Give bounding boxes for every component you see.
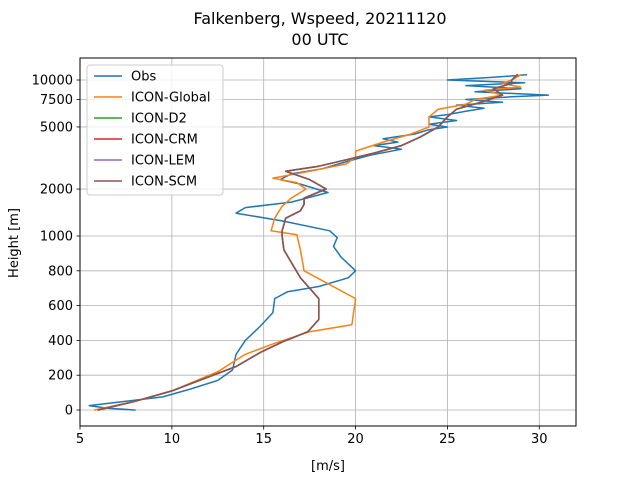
legend-label-icon-crm: ICON-CRM xyxy=(131,133,198,148)
y-tick-label: 400 xyxy=(48,334,73,349)
x-tick-label: 10 xyxy=(164,432,181,447)
y-tick-label: 600 xyxy=(48,299,73,314)
legend-label-icon-lem: ICON-LEM xyxy=(131,154,195,169)
y-tick-label: 200 xyxy=(48,369,73,384)
y-tick-label: 0 xyxy=(65,404,73,419)
y-tick-label: 7500 xyxy=(40,93,73,108)
axis-ticks: 5 10 15 20 25 30 0 200 400 600 800 1000 2000 5000 7500… xyxy=(32,74,548,448)
y-tick-label: 800 xyxy=(48,264,73,279)
x-tick-label: 25 xyxy=(439,432,456,447)
legend-label-icon-scm: ICON-SCM xyxy=(131,175,197,190)
y-tick-label: 10000 xyxy=(32,74,73,89)
y-axis-label: Height [m] xyxy=(7,208,22,278)
x-tick-label: 20 xyxy=(347,432,364,447)
legend-label-icon-d2: ICON-D2 xyxy=(131,112,187,127)
legend-label-icon-global: ICON-Global xyxy=(131,91,211,106)
grid xyxy=(79,58,576,426)
legend: Obs ICON-Global ICON-D2 ICON-CRM ICON-LEM ICO… xyxy=(86,64,224,196)
x-axis-label: [m/s] xyxy=(311,459,345,474)
x-tick-label: 30 xyxy=(531,432,548,447)
series-lines xyxy=(88,74,550,411)
legend-label-obs: Obs xyxy=(131,70,156,85)
plot-frame xyxy=(79,57,577,427)
series-line-icon-scm xyxy=(97,74,518,411)
chart-subtitle: 00 UTC xyxy=(291,30,348,49)
y-tick-label: 5000 xyxy=(40,120,73,135)
x-tick-label: 15 xyxy=(255,432,272,447)
y-tick-label: 2000 xyxy=(40,183,73,198)
x-tick-label: 5 xyxy=(76,432,84,447)
y-tick-label: 1000 xyxy=(40,230,73,245)
chart-title: Falkenberg, Wspeed, 20211120 xyxy=(193,9,446,28)
